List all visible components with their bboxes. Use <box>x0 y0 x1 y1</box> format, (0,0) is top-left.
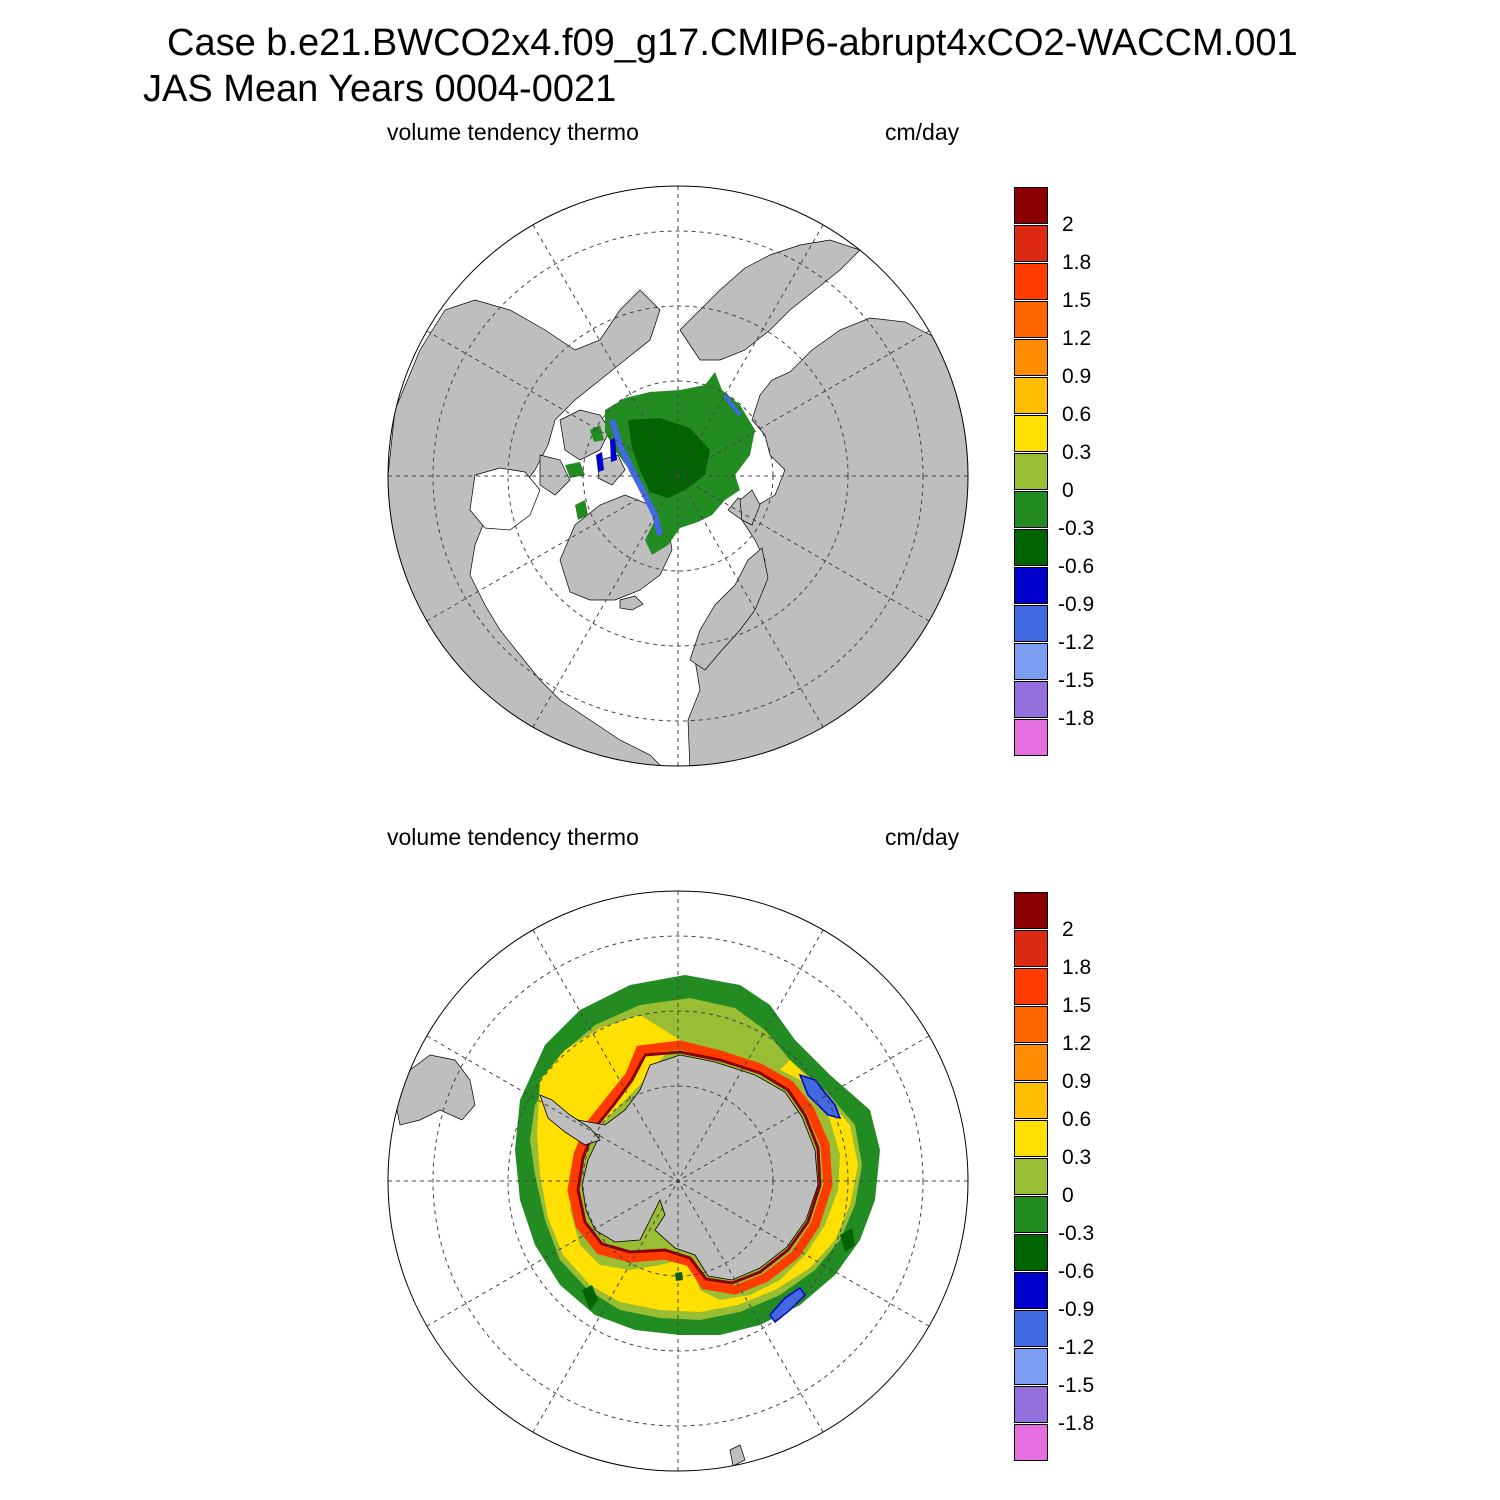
south-colorbar: 2 1.8 1.5 1.2 0.9 0.6 0.3 0 -0.3 -0.6 -0.9 -1.2 -1.5… <box>1014 892 1094 1462</box>
south-colorbar-swatch <box>1014 892 1048 929</box>
north-colorbar-label: -0.9 <box>1058 593 1095 616</box>
north-colorbar-swatch <box>1014 491 1048 528</box>
north-colorbar-swatch <box>1014 567 1048 604</box>
south-colorbar-swatch <box>1014 968 1048 1005</box>
south-colorbar-swatch <box>1014 1196 1048 1233</box>
north-colorbar-label: -1.5 <box>1058 669 1095 692</box>
north-colorbar-swatch <box>1014 187 1048 224</box>
north-ice-archipelago-bits <box>565 425 604 520</box>
north-colorbar-label: -0.6 <box>1058 555 1095 578</box>
south-colorbar-swatch <box>1014 1272 1048 1309</box>
south-ice-coastal-darkred <box>576 1050 822 1285</box>
south-colorbar-swatch <box>1014 1044 1048 1081</box>
south-land-south-america <box>394 1054 476 1126</box>
north-land-scandinavia <box>689 547 769 671</box>
south-variable-label: volume tendency thermo <box>387 824 639 850</box>
north-land-alaska-chukotka <box>679 239 861 361</box>
north-colorbar-label: 0 <box>1062 479 1074 502</box>
south-colorbar-label: -0.6 <box>1058 1260 1095 1283</box>
south-colorbar-swatch <box>1014 1424 1048 1461</box>
south-colorbar-label: 0.9 <box>1062 1070 1092 1093</box>
north-colorbar-swatch <box>1014 301 1048 338</box>
north-colorbar: 2 1.8 1.5 1.2 0.9 0.6 0.3 0 -0.3 -0.6 -0.9 -1.2 -1.5… <box>1014 187 1094 757</box>
south-colorbar-label: 0.6 <box>1062 1108 1092 1131</box>
south-units-label: cm/day <box>885 824 960 850</box>
north-colorbar-swatch <box>1014 681 1048 718</box>
north-colorbar-swatch <box>1014 339 1048 376</box>
north-colorbar-label: -0.3 <box>1058 517 1095 540</box>
north-colorbar-label: 1.2 <box>1062 327 1092 350</box>
north-colorbar-swatch <box>1014 263 1048 300</box>
north-grid-parallels <box>432 230 924 722</box>
south-land-bottom <box>729 1444 746 1467</box>
north-units-label: cm/day <box>885 119 960 145</box>
north-map-border <box>387 185 969 767</box>
south-colorbar-swatch <box>1014 1120 1048 1157</box>
south-map-border <box>387 890 969 1472</box>
south-land-antarctic-peninsula <box>539 1094 601 1146</box>
south-colorbar-label: -1.2 <box>1058 1336 1095 1359</box>
north-variable-label: volume tendency thermo <box>387 119 639 145</box>
north-grid-meridians <box>388 186 968 766</box>
north-colorbar-label: -1.2 <box>1058 631 1095 654</box>
south-colorbar-label: -1.5 <box>1058 1374 1095 1397</box>
north-colorbar-swatch <box>1014 643 1048 680</box>
north-ice-archipelago-blue <box>596 438 617 472</box>
north-colorbar-label: 0.3 <box>1062 441 1092 464</box>
south-colorbar-swatch <box>1014 1348 1048 1385</box>
north-colorbar-swatch <box>1014 415 1048 452</box>
north-colorbar-label: 1.5 <box>1062 289 1092 312</box>
south-colorbar-swatch <box>1014 930 1048 967</box>
north-ice-field-blue-edge-right <box>723 393 742 417</box>
north-colorbar-swatch <box>1014 453 1048 490</box>
north-land-north-america <box>388 289 666 766</box>
north-colorbar-label: 1.8 <box>1062 251 1092 274</box>
south-colorbar-swatch <box>1014 1006 1048 1043</box>
north-colorbar-swatch <box>1014 605 1048 642</box>
south-polar-map <box>387 890 969 1472</box>
south-colorbar-label: 1.8 <box>1062 956 1092 979</box>
north-polar-map <box>387 185 969 767</box>
north-colorbar-label: -1.8 <box>1058 707 1095 730</box>
north-ice-field-blue-edge <box>609 419 663 536</box>
north-colorbar-swatch <box>1014 377 1048 414</box>
south-ice-coastal-red <box>567 1040 833 1295</box>
south-colorbar-label: 2 <box>1062 918 1074 941</box>
north-colorbar-swatch <box>1014 529 1048 566</box>
south-colorbar-label: -0.3 <box>1058 1222 1095 1245</box>
north-colorbar-label: 0.9 <box>1062 365 1092 388</box>
south-colorbar-label: -0.9 <box>1058 1298 1095 1321</box>
figure-title-period: JAS Mean Years 0004-0021 <box>143 68 617 110</box>
south-colorbar-swatch <box>1014 1234 1048 1271</box>
south-grid-meridians <box>388 891 968 1471</box>
north-colorbar-swatch <box>1014 719 1048 756</box>
south-colorbar-swatch <box>1014 1158 1048 1195</box>
south-ice-blue-patch-south <box>769 1286 806 1324</box>
south-colorbar-label: -1.8 <box>1058 1412 1095 1435</box>
north-colorbar-label: 2 <box>1062 213 1074 236</box>
south-colorbar-swatch <box>1014 1386 1048 1423</box>
south-colorbar-swatch <box>1014 1310 1048 1347</box>
north-hudson-bay <box>469 467 541 531</box>
north-colorbar-swatch <box>1014 225 1048 262</box>
south-colorbar-label: 0 <box>1062 1184 1074 1207</box>
north-ice-field-darkgreen <box>628 418 710 498</box>
north-land-iceland <box>619 595 644 611</box>
south-colorbar-swatch <box>1014 1082 1048 1119</box>
south-colorbar-label: 1.5 <box>1062 994 1092 1017</box>
north-land-novaya-zemlya <box>739 489 761 526</box>
north-colorbar-label: 0.6 <box>1062 403 1092 426</box>
south-colorbar-label: 0.3 <box>1062 1146 1092 1169</box>
south-grid-parallels <box>432 935 924 1427</box>
south-ice-blue-patch-east <box>798 1073 842 1120</box>
south-colorbar-label: 1.2 <box>1062 1032 1092 1055</box>
figure-title-case: Case b.e21.BWCO2x4.f09_g17.CMIP6-abrupt4… <box>167 22 1298 64</box>
